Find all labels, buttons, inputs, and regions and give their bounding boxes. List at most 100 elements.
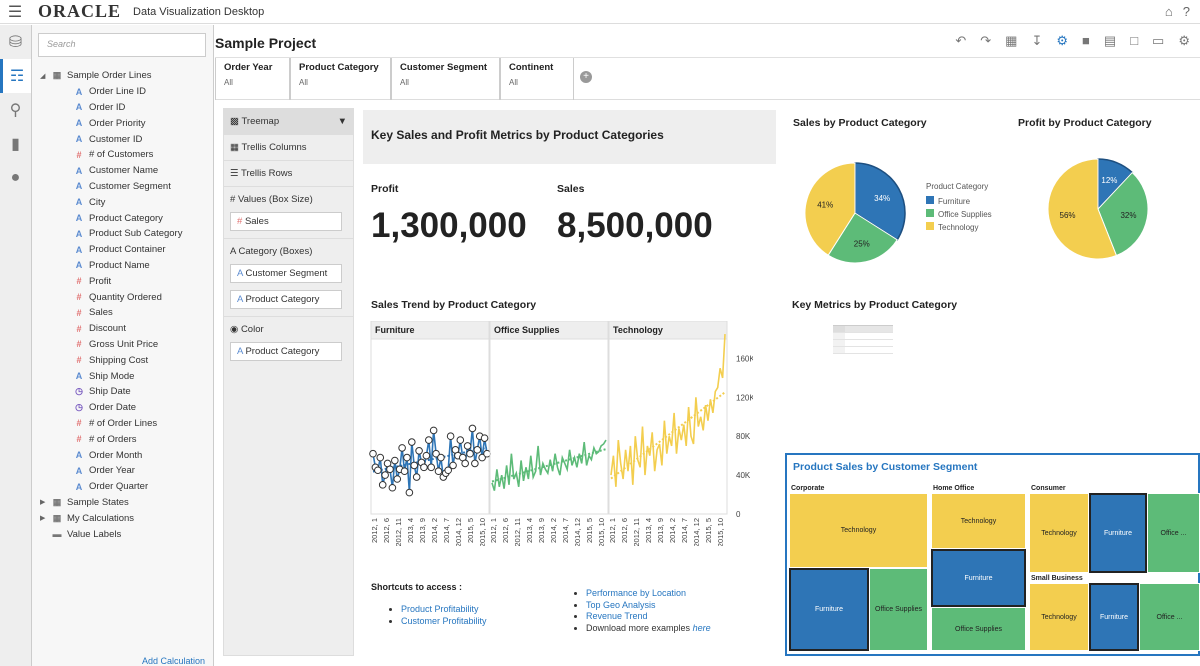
tree-item[interactable]: # # of Customers <box>40 147 210 163</box>
tree-item[interactable]: A Customer ID <box>40 131 210 147</box>
add-visualization-icon[interactable]: ▦ <box>1005 33 1018 48</box>
column-header[interactable] <box>869 319 881 326</box>
category-pill[interactable]: A Product Category <box>230 290 342 309</box>
tree-item[interactable]: # Sales <box>40 305 210 321</box>
table-total-row[interactable] <box>833 346 893 354</box>
treemap-cell[interactable]: Technology <box>1029 493 1089 573</box>
tree-item[interactable]: A Customer Segment <box>40 179 210 195</box>
revenue-trend-link[interactable]: Revenue Trend <box>586 611 648 621</box>
lightbulb-icon[interactable]: ● <box>10 169 21 186</box>
treemap-cell[interactable]: Furniture <box>931 549 1026 607</box>
tree-item[interactable]: ▶ ▦ My Calculations <box>40 510 210 526</box>
treemap-cell[interactable]: Furniture <box>1089 583 1139 651</box>
tree-item[interactable]: A City <box>40 194 210 210</box>
treemap-cell[interactable]: Office Supplies <box>869 568 928 651</box>
hamburger-menu-icon[interactable]: ☰ <box>7 3 23 21</box>
tree-item[interactable]: A Order Quarter <box>40 479 210 495</box>
tree-item[interactable]: # Shipping Cost <box>40 352 210 368</box>
values-pill[interactable]: # Sales <box>230 212 342 231</box>
column-header[interactable] <box>857 319 869 326</box>
color-pill[interactable]: A Product Category <box>230 342 342 361</box>
performance-by-location-link[interactable]: Performance by Location <box>586 588 687 598</box>
book-icon[interactable]: ☶ <box>0 59 31 93</box>
table-row[interactable] <box>833 332 893 340</box>
product-profitability-link[interactable]: Product Profitability <box>401 604 479 614</box>
treemap-cell[interactable]: Office ... <box>1147 493 1200 573</box>
collapse-triangle-icon[interactable]: ▶ <box>40 515 46 523</box>
tree-item[interactable]: # Discount <box>40 321 210 337</box>
export-icon[interactable]: ↧ <box>1031 33 1043 48</box>
tree-item[interactable]: # Gross Unit Price <box>40 337 210 353</box>
treemap-cell[interactable]: Technology <box>931 493 1026 549</box>
tree-item[interactable]: A Ship Mode <box>40 368 210 384</box>
profit-pie-chart[interactable]: 12% 32% 56% <box>1043 154 1153 264</box>
tree-item[interactable]: A Order Line ID <box>40 84 210 100</box>
collapse-triangle-icon[interactable]: ▶ <box>40 499 46 507</box>
tree-item[interactable]: # Quantity Ordered <box>40 289 210 305</box>
tree-item[interactable]: A Product Category <box>40 210 210 226</box>
treemap-cell[interactable]: Furniture <box>1089 493 1147 573</box>
category-drop[interactable]: A Category (Boxes) A Customer Segment A … <box>224 239 353 317</box>
treemap-cell[interactable]: Office Supplies <box>931 607 1026 651</box>
tree-item[interactable]: A Customer Name <box>40 163 210 179</box>
table-row[interactable] <box>833 339 893 347</box>
sales-pie-chart[interactable]: 34% 25% 41% <box>800 158 910 268</box>
treemap-cell[interactable]: Furniture <box>789 568 869 651</box>
filter-product-category[interactable]: Product Category All <box>290 58 391 100</box>
legend-item-furniture[interactable]: Furniture <box>926 196 992 206</box>
search-input[interactable]: Search <box>38 33 206 57</box>
undo-icon[interactable]: ↶ <box>955 33 967 48</box>
database-icon[interactable]: ⛁ <box>8 34 23 51</box>
expand-triangle-icon[interactable]: ◢ <box>40 72 46 80</box>
filter-customer-segment[interactable]: Customer Segment All <box>391 58 500 100</box>
add-calculation-link[interactable]: Add Calculation <box>142 656 206 666</box>
tree-item[interactable]: A Order Year <box>40 463 210 479</box>
settings-gear-icon[interactable]: ⚙ <box>1178 33 1190 48</box>
column-header[interactable] <box>881 319 893 326</box>
tree-item[interactable]: A Product Container <box>40 242 210 258</box>
values-drop[interactable]: # Values (Box Size) # Sales <box>224 187 353 239</box>
tree-item[interactable]: ▶ ▦ Sample States <box>40 495 210 511</box>
viz-type-selector[interactable]: ▩ Treemap ▼ <box>224 109 353 135</box>
help-icon[interactable]: ? <box>1182 4 1190 19</box>
home-icon[interactable]: ⌂ <box>1164 4 1173 19</box>
column-header[interactable] <box>845 319 857 326</box>
tree-item[interactable]: # # of Order Lines <box>40 416 210 432</box>
category-pill[interactable]: A Customer Segment <box>230 264 342 283</box>
treemap-cell[interactable]: Technology <box>1029 583 1089 651</box>
page-icon[interactable]: □ <box>1130 33 1139 48</box>
tree-item[interactable]: ◷ Ship Date <box>40 384 210 400</box>
download-examples-link[interactable]: here <box>692 622 711 633</box>
table-row[interactable] <box>833 325 893 333</box>
tree-item[interactable]: ▬ Value Labels <box>40 526 210 542</box>
tree-item[interactable]: # Profit <box>40 273 210 289</box>
key-metrics-table[interactable] <box>833 319 893 354</box>
trellis-rows-drop[interactable]: ☰ Trellis Rows <box>224 161 353 187</box>
search-chart-icon[interactable]: ⚲ <box>9 102 22 119</box>
filter-order-year[interactable]: Order Year All <box>215 58 290 100</box>
save-icon[interactable]: ■ <box>1082 33 1090 48</box>
add-filter-icon[interactable]: + <box>580 71 592 83</box>
legend-item-technology[interactable]: Technology <box>926 222 992 232</box>
color-drop[interactable]: ◉ Color A Product Category <box>224 317 353 368</box>
redo-icon[interactable]: ↷ <box>980 33 992 48</box>
tree-item[interactable]: # # of Orders <box>40 431 210 447</box>
filter-continent[interactable]: Continent All <box>500 58 574 100</box>
tree-item[interactable]: ◷ Order Date <box>40 400 210 416</box>
tree-item[interactable]: A Product Sub Category <box>40 226 210 242</box>
tree-item[interactable]: A Order ID <box>40 100 210 116</box>
top-geo-analysis-link[interactable]: Top Geo Analysis <box>586 599 656 610</box>
tree-item[interactable]: A Order Priority <box>40 115 210 131</box>
legend-item-office-supplies[interactable]: Office Supplies <box>926 209 992 219</box>
presentation-icon[interactable]: ▭ <box>1152 33 1165 48</box>
treemap-viz[interactable]: Product Sales by Customer Segment Corpor… <box>785 453 1200 656</box>
bar-chart-icon[interactable]: ▮ <box>11 136 20 153</box>
customer-profitability-link[interactable]: Customer Profitability <box>401 616 487 626</box>
tree-item[interactable]: A Product Name <box>40 258 210 274</box>
treemap-cell[interactable]: Technology <box>789 493 928 568</box>
layout-icon[interactable]: ▤ <box>1103 33 1117 48</box>
refresh-data-icon[interactable]: ⚙ <box>1056 33 1069 48</box>
treemap-cell[interactable]: Office ... <box>1139 583 1200 651</box>
tree-item[interactable]: A Order Month <box>40 447 210 463</box>
